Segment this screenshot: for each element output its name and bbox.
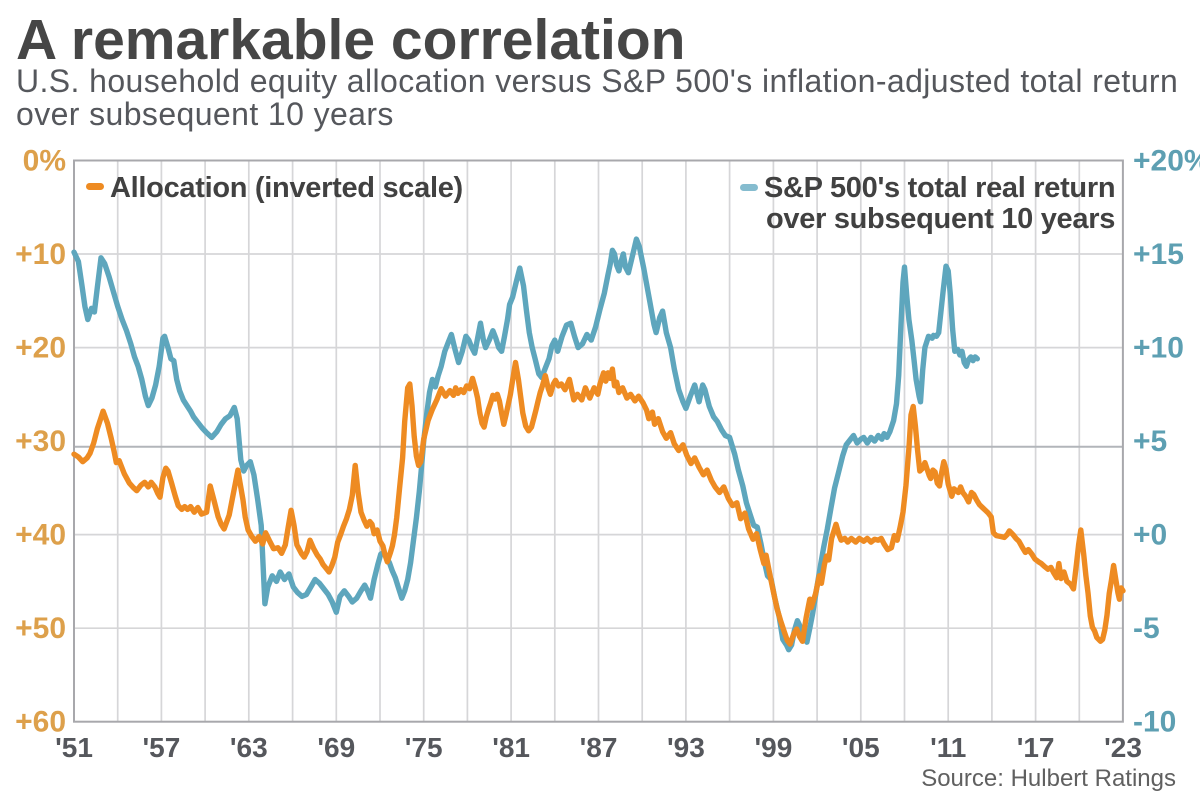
svg-text:A remarkable correlation: A remarkable correlation [16, 8, 686, 72]
svg-text:-10: -10 [1133, 706, 1176, 739]
svg-text:'87: '87 [580, 732, 618, 763]
svg-text:'51: '51 [55, 732, 93, 763]
svg-text:S&P 500's total real return: S&P 500's total real return [764, 172, 1115, 204]
svg-text:'05: '05 [842, 732, 880, 763]
svg-text:'57: '57 [142, 732, 180, 763]
svg-text:-5: -5 [1133, 612, 1160, 645]
svg-text:Allocation (inverted scale): Allocation (inverted scale) [110, 172, 463, 204]
svg-text:+40: +40 [15, 519, 66, 552]
svg-text:+20%: +20% [1133, 145, 1200, 178]
svg-text:0%: 0% [23, 145, 66, 178]
svg-text:+50: +50 [15, 612, 66, 645]
svg-text:'93: '93 [667, 732, 705, 763]
svg-text:+20: +20 [15, 332, 66, 365]
svg-text:+0: +0 [1133, 519, 1167, 552]
svg-text:'81: '81 [492, 732, 530, 763]
svg-text:+10: +10 [15, 238, 66, 271]
svg-text:'63: '63 [230, 732, 268, 763]
svg-text:Source: Hulbert Ratings: Source: Hulbert Ratings [921, 765, 1176, 792]
svg-text:+15: +15 [1133, 238, 1184, 271]
svg-text:'75: '75 [405, 732, 443, 763]
svg-text:+60: +60 [15, 706, 66, 739]
svg-text:over subsequent 10 years: over subsequent 10 years [16, 96, 394, 132]
svg-text:'17: '17 [1017, 732, 1055, 763]
svg-text:U.S. household equity allocati: U.S. household equity allocation versus … [16, 63, 1178, 99]
svg-text:'23: '23 [1104, 732, 1142, 763]
svg-text:'11: '11 [930, 732, 966, 763]
svg-text:+10: +10 [1133, 332, 1184, 365]
svg-text:'69: '69 [317, 732, 355, 763]
svg-text:over subsequent 10 years: over subsequent 10 years [766, 203, 1115, 235]
svg-text:+5: +5 [1133, 425, 1167, 458]
svg-text:'99: '99 [754, 732, 792, 763]
svg-text:+30: +30 [15, 425, 66, 458]
